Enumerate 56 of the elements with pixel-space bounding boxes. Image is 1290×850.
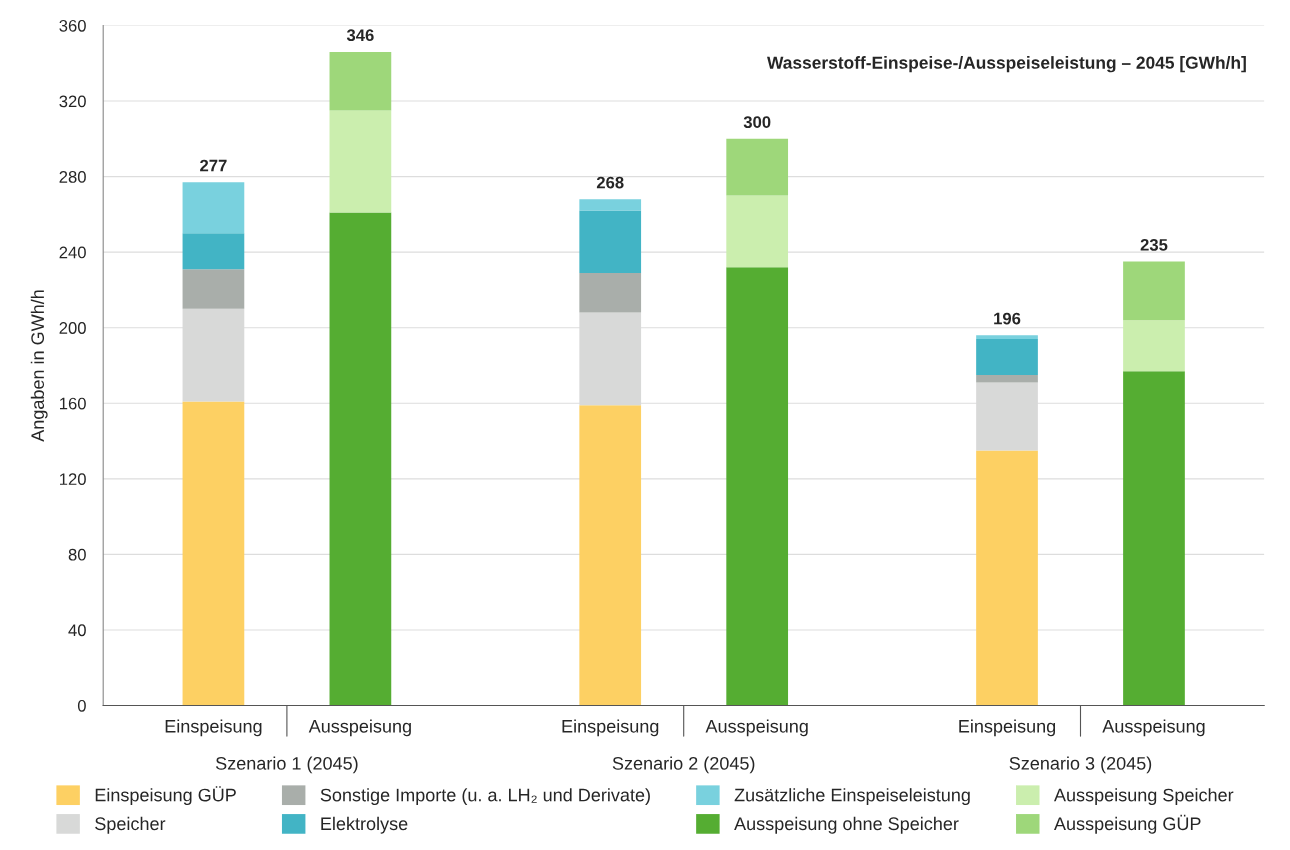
- bar: [976, 374, 1038, 383]
- bar: [182, 182, 245, 234]
- bar: [976, 450, 1038, 706]
- bar: [579, 405, 642, 706]
- bar: [329, 110, 392, 213]
- bar: [182, 233, 245, 270]
- y-tick-label: 320: [59, 95, 86, 108]
- legend-label: Einspeisung GÜP: [95, 786, 236, 805]
- bar: [329, 51, 392, 111]
- x-tick-label: Einspeisung: [562, 719, 659, 737]
- text: Szenario 3 (2045): [1009, 756, 1152, 774]
- text: Wasserstoff-Einspeise-/Ausspeiseleistung – 2045 [GWh/h]: [767, 56, 1246, 73]
- x-tick-label: Ausspeisung: [308, 719, 411, 737]
- total-label: 268: [596, 176, 624, 189]
- y-tick-label: 280: [59, 171, 86, 183]
- x-tick-label: Einspeisung: [165, 719, 262, 737]
- y-tick-label: 80: [68, 548, 86, 561]
- legend-label: Ausspeisung ohne Speicher: [734, 816, 959, 834]
- y-tick-label: 0: [77, 699, 86, 712]
- bar: [976, 339, 1038, 375]
- text: Szenario 1 (2045): [215, 756, 358, 774]
- y-tick-label: 120: [60, 473, 86, 486]
- bar: [182, 401, 245, 706]
- total-label: 196: [994, 312, 1021, 325]
- total-label: 346: [346, 29, 374, 42]
- text: Szenario 2 (2045): [612, 756, 755, 774]
- bar: [579, 199, 642, 211]
- bar: [976, 335, 1038, 340]
- legend-label: Ausspeisung GÜP: [1054, 814, 1201, 834]
- bar: [726, 138, 789, 196]
- x-tick-label: Einspeisung: [959, 719, 1056, 737]
- legend-label: Elektrolyse: [321, 816, 408, 834]
- y-axis-title: Angaben in GWh/h: [30, 290, 48, 442]
- x-tick-label: Ausspeisung: [705, 719, 808, 737]
- legend-label: Speicher: [95, 816, 166, 834]
- bar: [1123, 371, 1185, 706]
- bar: [1123, 320, 1185, 372]
- legend-label: Zusätzliche Einspeiseleistung: [734, 788, 970, 805]
- total-label: 277: [200, 159, 227, 172]
- bar: [726, 267, 789, 706]
- y-tick-label: 40: [68, 624, 86, 637]
- bar: [579, 272, 642, 313]
- legend-label: Sonstige Importe (u. a. LH₂ und Derivate): [320, 788, 650, 805]
- bar: [329, 212, 392, 706]
- bar: [182, 269, 245, 309]
- bar: [1123, 261, 1185, 321]
- bar: [726, 195, 789, 268]
- y-tick-label: 360: [59, 19, 86, 32]
- total-label: 235: [1140, 238, 1168, 251]
- legend-label: Ausspeisung Speicher: [1054, 788, 1234, 805]
- y-tick-label: 160: [60, 397, 86, 410]
- bar: [579, 210, 642, 273]
- y-tick-label: 240: [59, 246, 86, 259]
- x-tick-label: Ausspeisung: [1102, 719, 1205, 737]
- y-tick-label: 200: [59, 322, 86, 334]
- total-label: 300: [743, 116, 771, 129]
